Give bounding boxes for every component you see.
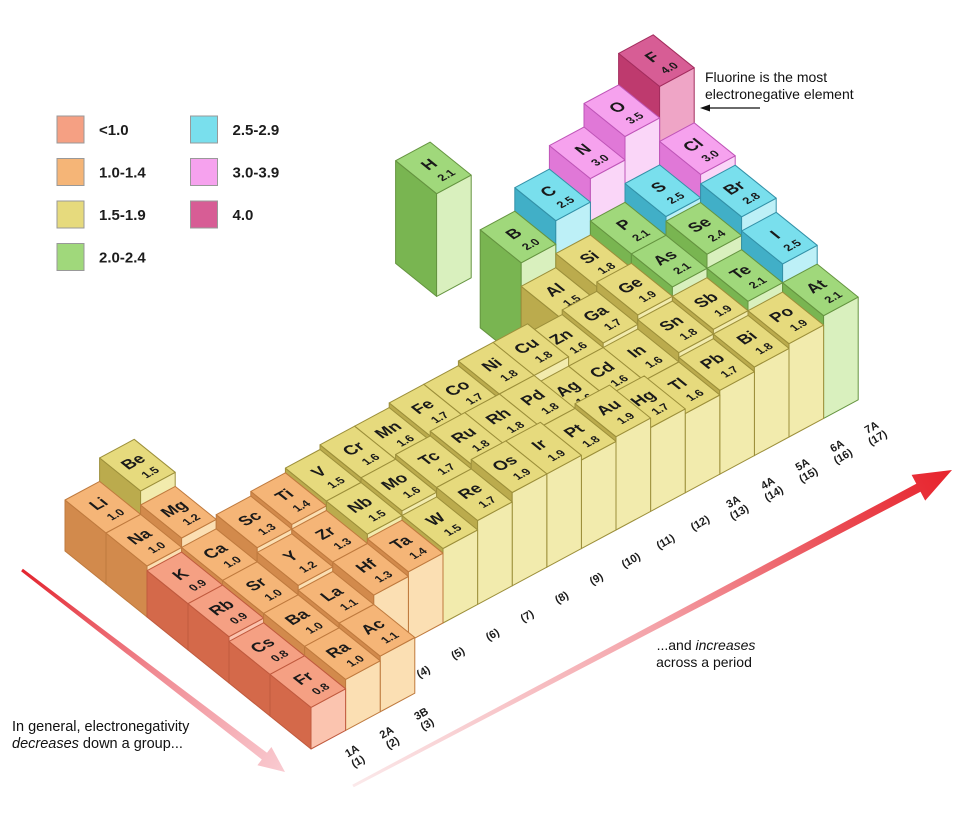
svg-text:(9): (9) — [588, 571, 606, 588]
svg-text:...and increases: ...and increases — [657, 637, 756, 653]
svg-text:across a period: across a period — [656, 654, 752, 670]
svg-text:Fe: Fe — [408, 397, 439, 417]
svg-text:(6): (6) — [484, 626, 502, 643]
svg-text:(3): (3) — [419, 716, 437, 733]
svg-text:electronegative element: electronegative element — [705, 86, 854, 102]
svg-text:2.5-2.9: 2.5-2.9 — [233, 122, 280, 139]
svg-text:decreases down a group...: decreases down a group... — [12, 736, 183, 752]
svg-text:4.0: 4.0 — [233, 207, 254, 224]
svg-text:(5): (5) — [449, 645, 467, 662]
svg-text:Fluorine is the most: Fluorine is the most — [705, 69, 827, 85]
svg-text:(8): (8) — [553, 589, 571, 606]
svg-text:(4): (4) — [415, 664, 433, 681]
svg-text:1.0-1.4: 1.0-1.4 — [99, 165, 146, 182]
svg-text:(2): (2) — [384, 735, 402, 752]
svg-text:(1): (1) — [349, 753, 367, 770]
svg-text:3.0-3.9: 3.0-3.9 — [233, 165, 280, 182]
svg-text:In general, electronegativity: In general, electronegativity — [12, 719, 190, 735]
svg-text:<1.0: <1.0 — [99, 122, 129, 139]
svg-text:1.5-1.9: 1.5-1.9 — [99, 207, 146, 224]
svg-text:2.0-2.4: 2.0-2.4 — [99, 250, 146, 267]
svg-text:(7): (7) — [519, 608, 537, 625]
